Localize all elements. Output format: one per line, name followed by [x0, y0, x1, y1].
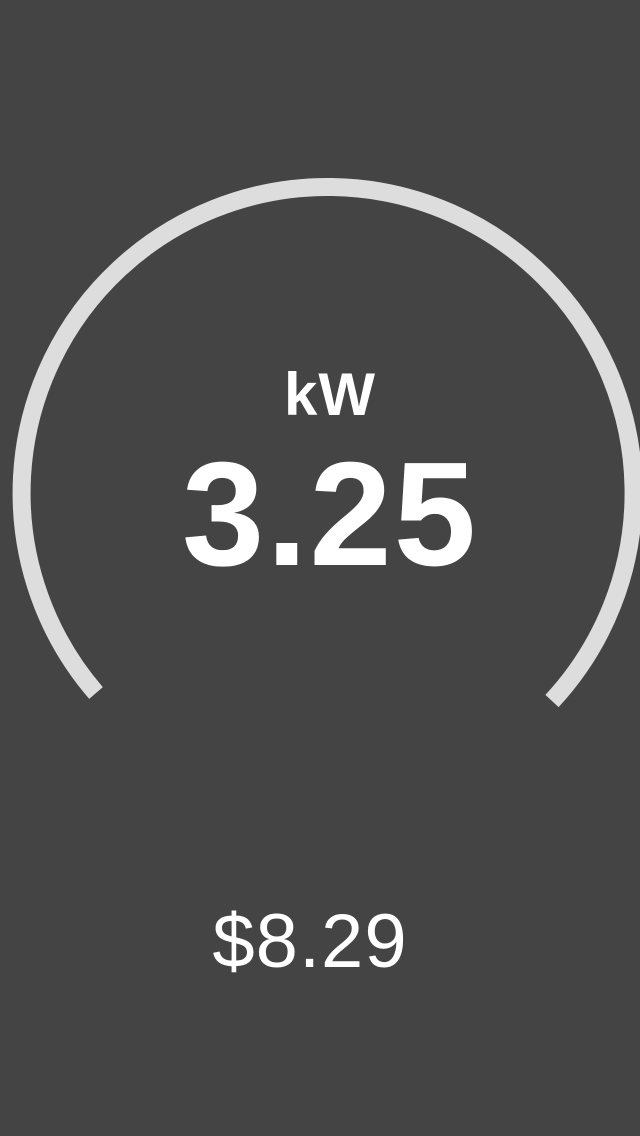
cost-reading: $8.29 — [212, 899, 408, 984]
power-unit-label: kW — [284, 361, 376, 428]
gauge-arc — [12, 177, 640, 708]
power-reading: 3.25 — [181, 432, 479, 597]
power-gauge — [12, 177, 640, 708]
